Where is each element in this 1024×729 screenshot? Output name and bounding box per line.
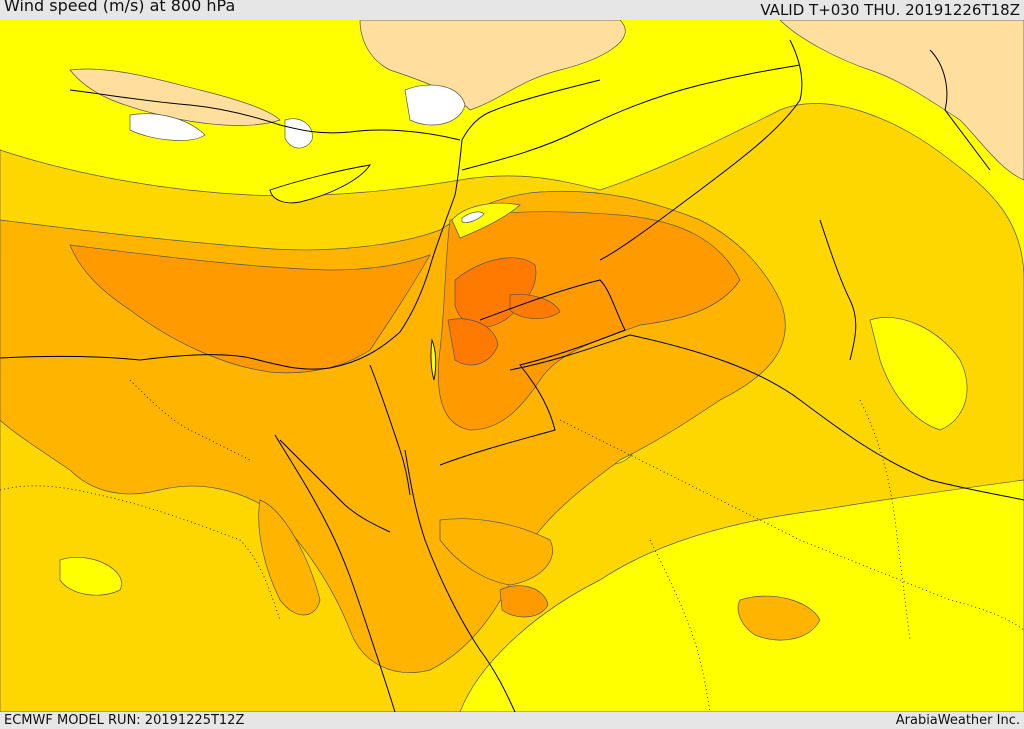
border-jordan-saudi	[439, 279, 626, 466]
valid-time: VALID T+030 THU. 20191226T18Z	[760, 1, 1020, 19]
band-darkorange-south	[499, 585, 549, 618]
admin-boundary-4	[129, 379, 251, 461]
missing-area-3	[284, 118, 313, 149]
coastline-caspian	[929, 49, 991, 171]
band-max-jordan	[447, 318, 499, 366]
admin-boundary-5	[859, 399, 911, 641]
band-white-ring	[461, 211, 485, 223]
band-max-small	[509, 294, 561, 319]
band-low-northeast	[779, 20, 1024, 181]
coastline-mediterranean	[0, 79, 601, 370]
missing-area-2	[404, 84, 466, 126]
header-bar: Wind speed (m/s) at 800 hPa VALID T+030 …	[0, 0, 1024, 20]
border-egypt-israel	[369, 364, 411, 496]
admin-boundary-2	[559, 419, 1024, 631]
island-cyprus	[269, 164, 371, 204]
coastline-gulf-suez	[279, 439, 391, 533]
coastline-redsea-east	[404, 449, 516, 712]
border-turkey-syria	[461, 64, 801, 171]
band-low-north	[359, 20, 626, 111]
band-low-northwest	[69, 68, 281, 126]
band-orange-redsea	[258, 499, 321, 616]
coastline-turkey	[69, 89, 461, 141]
border-iraq-saudi	[509, 334, 1024, 501]
band-orange-south	[439, 518, 553, 586]
band-yellow-south	[459, 479, 1024, 712]
band-yellow-southwest	[59, 557, 122, 596]
coastline-redsea-west	[274, 434, 396, 712]
wind-speed-map[interactable]	[0, 20, 1024, 712]
coastline-persian-gulf	[819, 219, 857, 361]
band-darkorange-mediterranean	[69, 244, 431, 374]
missing-area-1	[129, 113, 206, 141]
band-orange-east	[737, 595, 821, 641]
band-yellow-ring	[451, 202, 521, 239]
model-run: ECMWF MODEL RUN: 20191225T12Z	[4, 713, 245, 728]
map-title: Wind speed (m/s) at 800 hPa	[4, 0, 236, 15]
credit: ArabiaWeather Inc.	[895, 713, 1020, 728]
border-syria-iraq	[599, 39, 803, 261]
lake-dead-sea	[430, 338, 437, 381]
footer-bar: ECMWF MODEL RUN: 20191225T12Z ArabiaWeat…	[0, 712, 1024, 729]
band-yellow-east	[869, 317, 968, 431]
map-canvas	[0, 20, 1024, 712]
